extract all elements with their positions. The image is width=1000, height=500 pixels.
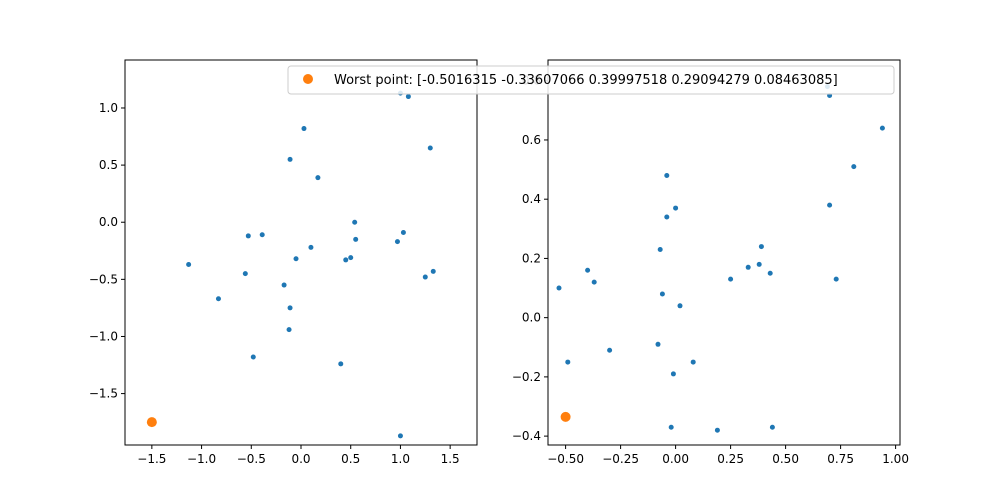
- data-point: [657, 247, 663, 253]
- y-tick-label: 1.0: [99, 101, 118, 115]
- data-point: [655, 341, 661, 347]
- x-tick-label: 0.0: [291, 452, 310, 466]
- data-point: [397, 433, 403, 439]
- data-point: [833, 276, 839, 282]
- data-point: [293, 256, 299, 262]
- x-tick-label: 0.00: [662, 452, 689, 466]
- data-point: [422, 274, 428, 280]
- y-tick-label: −0.4: [512, 429, 541, 443]
- x-tick-label: 0.25: [717, 452, 744, 466]
- data-point: [242, 271, 248, 277]
- data-point: [338, 361, 344, 367]
- data-point: [250, 354, 256, 360]
- data-point: [348, 255, 354, 261]
- data-point: [286, 327, 292, 333]
- data-point: [352, 219, 358, 225]
- data-point: [690, 359, 696, 365]
- right-plot-points: [556, 84, 885, 433]
- left-axes: −1.5 −1.0 −0.5 0.0 0.5 1.0 1.5 −1.5 −1.0 −0.5 0.0…: [89, 59, 478, 466]
- data-point: [728, 276, 734, 282]
- data-point: [430, 268, 436, 274]
- data-point: [245, 233, 251, 239]
- data-point: [585, 267, 591, 273]
- data-point: [769, 424, 775, 430]
- y-tick-label: 0.6: [522, 133, 541, 147]
- x-tick-label: 0.5: [341, 452, 360, 466]
- data-point: [287, 305, 293, 311]
- x-tick-label: 0.50: [772, 452, 799, 466]
- data-point: [343, 257, 349, 263]
- data-point: [353, 236, 359, 242]
- legend: Worst point: [-0.5016315 -0.33607066 0.3…: [287, 65, 895, 95]
- left-x-ticks: −1.5 −1.0 −0.5 0.0 0.5 1.0 1.5: [137, 445, 460, 466]
- left-y-ticks: −1.5 −1.0 −0.5 0.0 0.5 1.0: [89, 101, 125, 401]
- data-point: [668, 424, 674, 430]
- y-tick-label: −0.2: [512, 370, 541, 384]
- y-tick-label: 0.5: [99, 158, 118, 172]
- data-point: [591, 279, 597, 285]
- left-axes-frame: [124, 59, 478, 446]
- data-point: [556, 285, 562, 291]
- y-tick-label: 0.0: [522, 311, 541, 325]
- data-point: [664, 214, 670, 220]
- legend-label: Worst point: [-0.5016315 -0.33607066 0.3…: [334, 73, 838, 88]
- data-point: [301, 126, 307, 132]
- data-point: [767, 270, 773, 276]
- data-point: [827, 202, 833, 208]
- data-point: [607, 347, 613, 353]
- x-tick-label: 1.5: [441, 452, 460, 466]
- x-tick-label: 1.00: [882, 452, 909, 466]
- data-point: [851, 164, 857, 170]
- x-tick-label: −1.0: [187, 452, 216, 466]
- x-tick-label: −0.5: [237, 452, 266, 466]
- data-point: [259, 232, 265, 238]
- data-point: [405, 94, 411, 100]
- data-point: [664, 173, 670, 178]
- x-tick-label: −0.25: [602, 452, 639, 466]
- data-point: [745, 264, 751, 270]
- data-point: [400, 230, 406, 236]
- y-tick-label: 0.0: [99, 215, 118, 229]
- worst-point-marker: [146, 417, 157, 428]
- data-point: [394, 239, 400, 245]
- data-point: [315, 175, 321, 181]
- data-point: [186, 262, 192, 267]
- data-point: [673, 205, 679, 211]
- data-point: [565, 359, 571, 365]
- data-point: [677, 303, 683, 309]
- data-point: [308, 244, 314, 250]
- y-tick-label: −1.0: [89, 329, 118, 343]
- data-point: [281, 282, 287, 288]
- data-point: [427, 145, 433, 151]
- legend-marker-worst-point: [303, 74, 313, 84]
- left-plot-points: [146, 90, 436, 439]
- worst-point-marker: [560, 411, 571, 422]
- legend-box: [287, 65, 895, 95]
- x-tick-label: 1.0: [391, 452, 410, 466]
- data-point: [758, 244, 764, 250]
- data-point: [659, 291, 665, 297]
- y-tick-label: −1.5: [89, 387, 118, 401]
- data-point: [756, 261, 762, 267]
- data-point: [670, 371, 676, 377]
- x-tick-label: 0.75: [827, 452, 854, 466]
- data-point: [287, 156, 293, 162]
- data-point: [879, 125, 885, 131]
- x-tick-label: −0.50: [547, 452, 584, 466]
- y-tick-label: 0.2: [522, 251, 541, 265]
- right-axes-frame: [547, 59, 901, 446]
- data-point: [215, 296, 221, 302]
- right-x-ticks: −0.50 −0.25 0.00 0.25 0.50 0.75 1.00: [547, 445, 909, 466]
- data-point: [714, 427, 720, 433]
- y-tick-label: 0.4: [522, 192, 541, 206]
- y-tick-label: −0.5: [89, 272, 118, 286]
- x-tick-label: −1.5: [137, 452, 166, 466]
